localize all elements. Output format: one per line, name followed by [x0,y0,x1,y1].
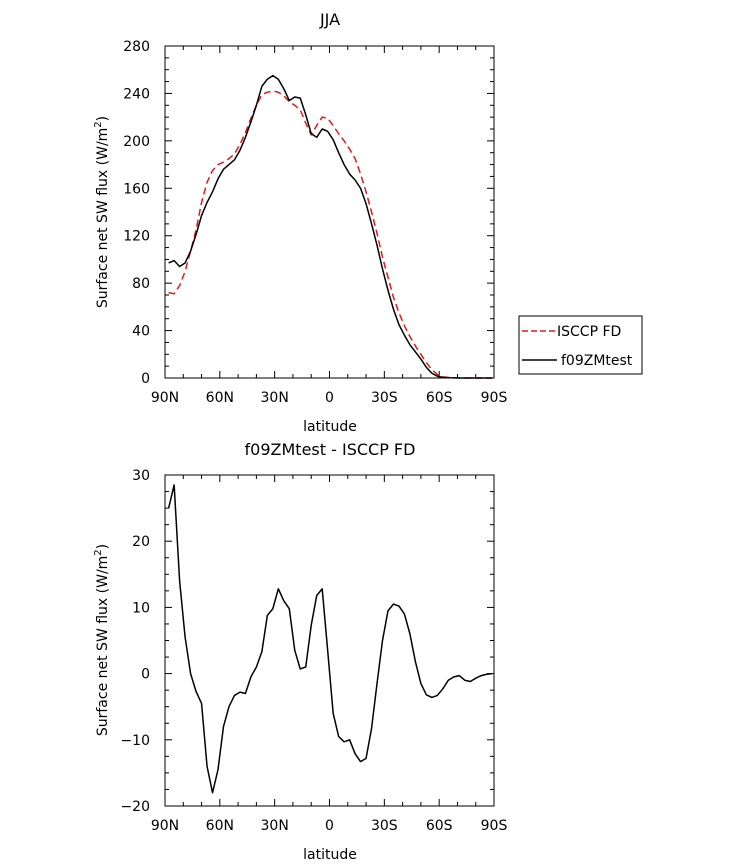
bottom-axis-ticks: 90N 60N 30N 0 30S 60S 90S −20 −10 0 10 20 30 [120,468,507,834]
y-tick-label: 0 [141,667,150,683]
bottom-panel: f09ZMtest - ISCCP FD 90N 60N 30N 0 30S 60S 90S… [93,440,507,863]
top-series-line-1 [168,74,493,379]
bottom-y-axis-title: Surface net SW flux (W/m2) [93,544,111,736]
legend: ISCCP FD f09ZMtest [518,315,643,375]
x-tick-label: 90N [151,818,179,834]
y-tick-label: 200 [123,134,150,150]
x-tick-label: 0 [325,390,334,406]
top-series [168,74,493,379]
legend-label-model: f09ZMtest [561,353,633,369]
bottom-series-line-0 [167,484,493,794]
x-tick-label: 30N [261,390,289,406]
top-panel: JJA 90N 60N 30N 0 30S 60S 90S 0 40 80 120 160 200 240… [93,10,643,435]
y-tick-label: 280 [123,39,150,55]
x-tick-label: 30S [371,818,398,834]
y-tick-label: 240 [123,86,150,102]
x-tick-label: 60N [206,390,234,406]
top-series-line-0 [168,90,493,379]
x-tick-label: 90N [151,390,179,406]
y-tick-label: −20 [120,799,150,815]
top-plot-frame [164,45,495,379]
x-tick-label: 30N [261,818,289,834]
top-chart-title: JJA [319,10,340,29]
x-tick-label: 30S [371,390,398,406]
y-tick-label: 40 [132,324,150,340]
x-tick-label: 60S [426,390,453,406]
top-axis-ticks: 90N 60N 30N 0 30S 60S 90S 0 40 80 120 160 200 240 280 [123,39,507,406]
legend-box [518,315,643,375]
y-tick-label: −10 [120,733,150,749]
x-tick-label: 60S [426,818,453,834]
legend-label-isccp: ISCCP FD [557,324,621,340]
bottom-chart-title: f09ZMtest - ISCCP FD [245,440,416,459]
y-tick-label: 30 [132,468,150,484]
bottom-plot-frame [164,474,495,807]
top-y-axis-title: Surface net SW flux (W/m2) [93,116,111,308]
x-tick-label: 0 [325,818,334,834]
bottom-x-axis-title: latitude [303,847,357,863]
top-x-axis-title: latitude [303,419,357,435]
y-tick-label: 120 [123,229,150,245]
y-tick-label: 0 [141,371,150,387]
bottom-series [167,484,493,794]
y-tick-label: 80 [132,276,150,292]
y-tick-label: 20 [132,534,150,550]
x-tick-label: 60N [206,818,234,834]
x-tick-label: 90S [481,818,508,834]
y-tick-label: 160 [123,181,150,197]
y-tick-label: 10 [132,600,150,616]
x-tick-label: 90S [481,390,508,406]
